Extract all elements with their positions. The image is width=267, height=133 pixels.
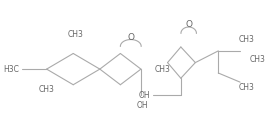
Text: CH3: CH3 xyxy=(239,83,255,92)
Text: CH3: CH3 xyxy=(250,55,266,65)
Text: CH3: CH3 xyxy=(39,85,54,94)
Text: CH3: CH3 xyxy=(154,65,170,74)
Text: CH3: CH3 xyxy=(68,30,84,39)
Text: H3C: H3C xyxy=(3,65,19,74)
Text: O: O xyxy=(127,33,134,42)
Text: CH3: CH3 xyxy=(239,35,255,44)
Text: O: O xyxy=(185,20,192,29)
Text: OH: OH xyxy=(139,91,151,100)
Text: OH: OH xyxy=(136,101,148,110)
